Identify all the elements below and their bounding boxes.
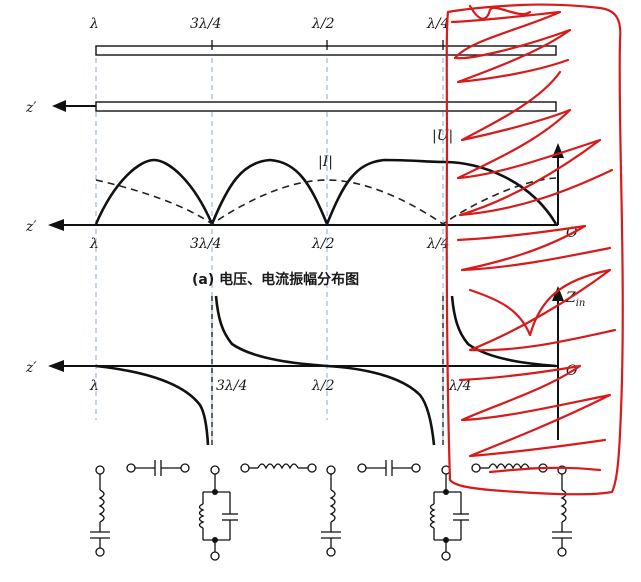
circuit-capacitor-2 [357, 460, 421, 476]
terminal [210, 465, 220, 475]
impedance-curve-1 [95, 364, 210, 446]
z-axis-arrowhead [52, 100, 66, 112]
impedance-tick-3lambda4: 3λ/4 [216, 378, 247, 394]
z-axis-label-top: z′ [25, 100, 37, 116]
current-curve [95, 177, 557, 225]
equivalent-circuits [90, 460, 572, 561]
inductor-icon [198, 503, 205, 529]
scribble-stroke-3 [456, 70, 614, 217]
terminal [307, 463, 317, 473]
amplitude-tick-lambda2: λ/2 [311, 236, 335, 252]
circuit-parallel-lc-1 [198, 465, 238, 561]
impedance-z-arrowhead [48, 360, 64, 372]
terminal [95, 547, 105, 557]
scribble-stroke-6 [458, 364, 612, 458]
scribble-stroke-4 [456, 224, 612, 272]
scribble-stroke-2 [468, 4, 532, 20]
terminal [180, 463, 190, 473]
amplitude-tick-3lambda4: 3λ/4 [190, 236, 221, 252]
voltage-arc-3-4 [325, 158, 558, 225]
amplitude-plot: z′ O |U| |I| λ 3λ/4 λ/2 λ/4 (a) 电压、电流振幅分… [25, 128, 578, 288]
top-label-lambda: λ [89, 16, 99, 32]
voltage-arc-2-final [210, 158, 329, 225]
circuit-capacitor-1 [126, 460, 190, 476]
terminal [326, 547, 336, 557]
impedance-curve-2 [214, 295, 436, 446]
terminal [471, 463, 481, 473]
guide-lines [95, 58, 444, 445]
circuit-series-lc-2 [321, 465, 341, 557]
terminal [441, 551, 451, 561]
terminal [357, 463, 367, 473]
transmission-line: λ 3λ/4 λ/2 λ/4 z′ [25, 16, 557, 116]
impedance-curve-3 [450, 295, 557, 368]
circuit-parallel-lc-2 [429, 465, 469, 561]
terminal [240, 463, 250, 473]
inductor-icon [560, 489, 567, 523]
inductor-icon [488, 463, 530, 470]
amplitude-z-label: z′ [25, 219, 37, 235]
inductor-icon [98, 489, 105, 523]
current-label: |I| [318, 154, 333, 170]
impedance-tick-lambda: λ [89, 378, 99, 394]
impedance-tick-lambda2: λ/2 [311, 378, 335, 394]
inductor-icon [257, 463, 299, 470]
terminal [557, 547, 567, 557]
amplitude-z-arrowhead [48, 219, 64, 231]
top-label-3lambda4: 3λ/4 [190, 16, 221, 32]
scribble-outline [445, 3, 624, 496]
top-label-lambda2: λ/2 [311, 16, 335, 32]
impedance-vertical-arrowhead [552, 286, 564, 301]
circuit-series-lc-1 [90, 465, 110, 557]
impedance-plot: z′ Zin O λ 3λ/4 λ/2 λ/4 [25, 286, 585, 446]
terminal [126, 463, 136, 473]
lower-conductor [95, 101, 557, 112]
amplitude-tick-lambda4: λ/4 [426, 236, 450, 252]
red-scribble-annotation [445, 3, 624, 496]
voltage-arc-1 [94, 158, 214, 225]
amplitude-caption: (a) 电压、电流振幅分布图 [192, 271, 359, 288]
upper-conductor [95, 45, 557, 56]
circuit-inductor-1 [240, 463, 317, 473]
terminal [210, 551, 220, 561]
impedance-tick-lambda4: λ/4 [448, 378, 472, 394]
terminal [326, 465, 336, 475]
inductor-icon [429, 503, 436, 529]
top-label-lambda4: λ/4 [426, 16, 450, 32]
voltage-label: |U| [432, 128, 453, 144]
terminal [95, 465, 105, 475]
scribble-stroke-7 [488, 466, 602, 474]
scribble-stroke-1 [450, 10, 572, 84]
terminal [411, 463, 421, 473]
circuit-series-lc-3 [552, 465, 572, 557]
scribble-stroke-5 [468, 268, 617, 352]
inductor-icon [329, 489, 336, 523]
impedance-z-label: z′ [25, 360, 37, 376]
amplitude-tick-lambda: λ [89, 236, 99, 252]
